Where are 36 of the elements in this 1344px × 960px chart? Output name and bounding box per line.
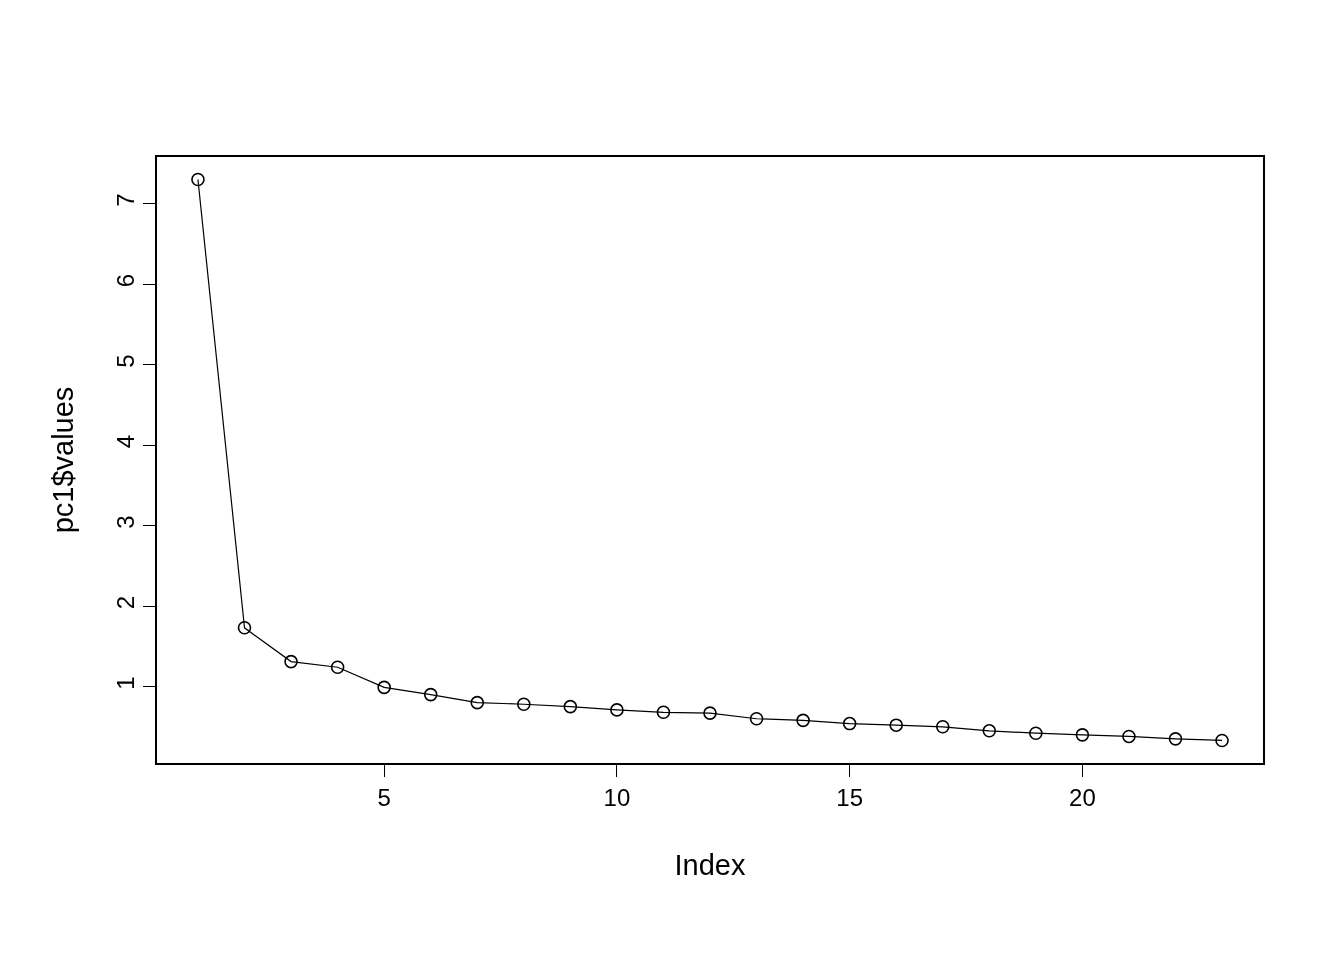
y-tick-label: 5 bbox=[111, 354, 139, 368]
point bbox=[749, 711, 764, 726]
point bbox=[1029, 726, 1043, 741]
point bbox=[982, 724, 997, 738]
x-tick-label: 15 bbox=[836, 783, 863, 811]
point bbox=[517, 697, 531, 712]
point bbox=[796, 713, 810, 728]
point bbox=[703, 706, 717, 720]
y-tick-label: 3 bbox=[111, 515, 139, 529]
point bbox=[284, 654, 298, 669]
x-tick-label: 5 bbox=[377, 783, 391, 811]
x-tick-label: 10 bbox=[603, 783, 631, 811]
point bbox=[656, 705, 671, 720]
point bbox=[1168, 732, 1183, 746]
y-tick-label: 4 bbox=[111, 434, 139, 449]
point bbox=[377, 680, 391, 695]
point bbox=[610, 703, 624, 717]
point bbox=[237, 621, 252, 635]
point bbox=[470, 695, 485, 710]
y-tick-label: 1 bbox=[111, 676, 139, 690]
x-tick-label: 20 bbox=[1069, 783, 1096, 811]
point bbox=[423, 687, 438, 702]
point bbox=[842, 716, 857, 731]
point bbox=[1075, 728, 1090, 742]
y-tick-label: 7 bbox=[111, 193, 139, 207]
point bbox=[889, 718, 903, 732]
y-tick-label: 6 bbox=[111, 273, 139, 288]
point bbox=[330, 660, 345, 675]
x-axis-title: Index bbox=[674, 848, 746, 881]
y-axis-title: pc1$values bbox=[46, 386, 79, 534]
point bbox=[935, 719, 950, 734]
point bbox=[1122, 729, 1136, 744]
point bbox=[191, 172, 205, 187]
point bbox=[1215, 733, 1229, 748]
point bbox=[563, 699, 578, 714]
y-tick-label: 2 bbox=[111, 595, 139, 610]
